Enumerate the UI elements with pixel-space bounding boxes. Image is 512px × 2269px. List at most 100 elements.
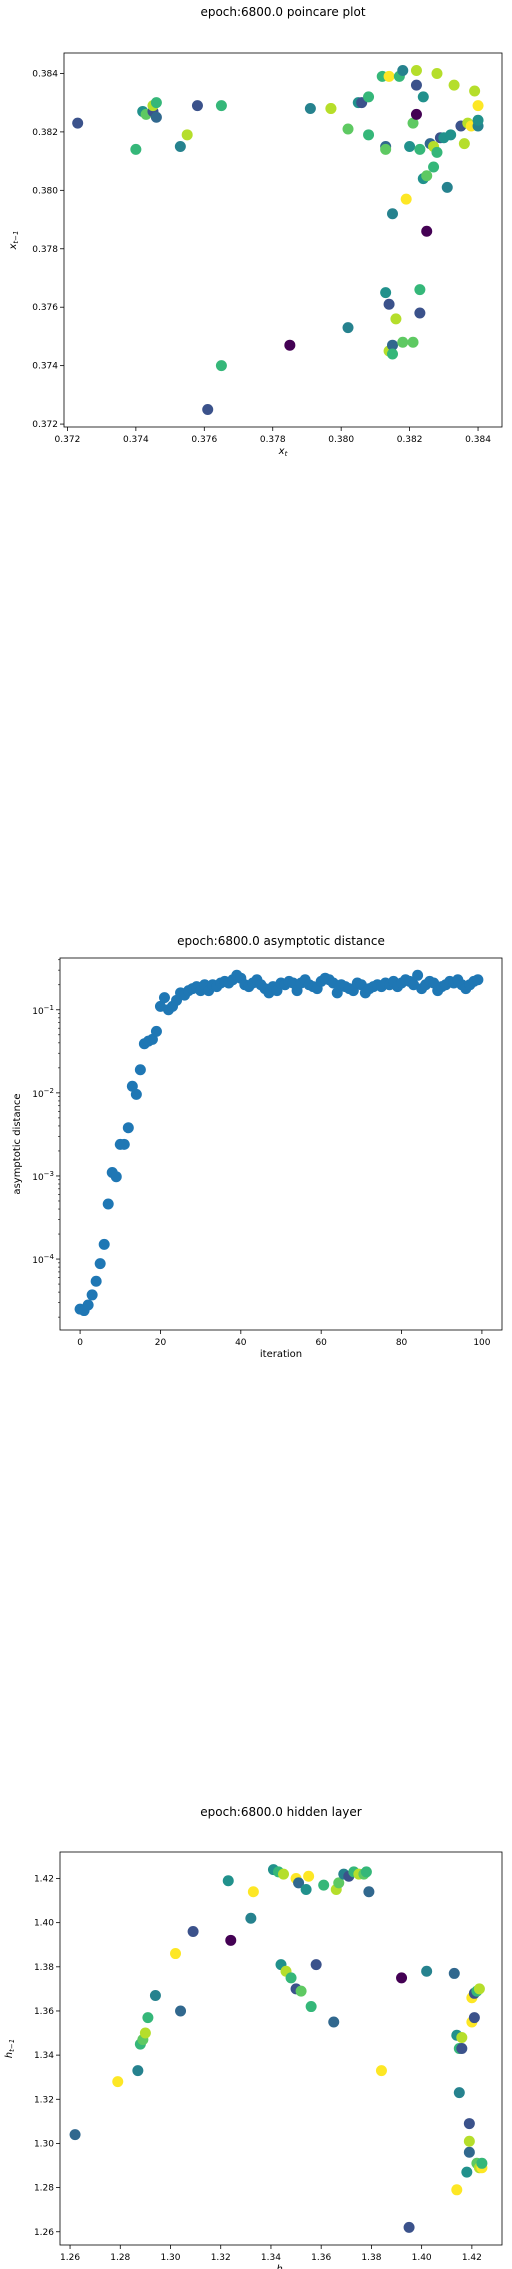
data-point xyxy=(175,2005,187,2017)
data-point xyxy=(383,70,395,82)
data-point xyxy=(122,1122,134,1134)
y-tick-label: 0.378 xyxy=(32,245,58,255)
data-point xyxy=(400,193,412,205)
x-tick-label: 1.32 xyxy=(211,2253,231,2263)
data-point xyxy=(448,79,460,91)
data-point xyxy=(142,2012,154,2024)
data-point xyxy=(150,111,162,123)
data-point xyxy=(456,2043,468,2054)
data-point xyxy=(181,129,193,141)
data-point xyxy=(342,322,354,334)
data-point xyxy=(428,161,440,173)
data-point xyxy=(375,2065,387,2077)
data-point xyxy=(149,1990,161,2002)
data-point xyxy=(360,1866,372,1878)
data-point xyxy=(414,284,426,296)
y-tick-label: 1.32 xyxy=(34,2095,54,2105)
x-tick-label: 1.34 xyxy=(261,2253,281,2263)
data-point xyxy=(461,2166,473,2178)
y-tick-label: 1.30 xyxy=(34,2139,54,2149)
y-tick-label: 1.40 xyxy=(34,1919,54,1929)
data-point xyxy=(410,65,422,77)
y-axis-label: asymptotic distance xyxy=(12,1093,23,1194)
data-point xyxy=(86,1289,98,1301)
data-point xyxy=(421,225,433,237)
data-point xyxy=(469,85,481,97)
x-tick-label: 0 xyxy=(77,1338,83,1348)
data-point xyxy=(278,1868,290,1880)
data-point xyxy=(448,1967,460,1979)
data-point xyxy=(410,108,422,120)
data-point xyxy=(333,1877,345,1889)
y-tick-label: 1.42 xyxy=(34,1874,54,1884)
data-point xyxy=(247,1886,259,1898)
data-point xyxy=(380,287,392,299)
x-tick-label: 1.42 xyxy=(462,2253,482,2263)
data-point xyxy=(174,141,186,152)
data-point xyxy=(170,1948,182,1960)
x-tick-label: 1.40 xyxy=(412,2253,432,2263)
y-tick-label: 0.382 xyxy=(32,128,58,138)
data-point xyxy=(410,79,422,91)
data-point xyxy=(222,1875,234,1887)
data-point xyxy=(215,100,227,112)
data-point xyxy=(414,143,426,155)
data-point xyxy=(310,1959,322,1971)
data-point xyxy=(387,348,398,360)
y-tick-label: 1.38 xyxy=(34,1963,54,1973)
x-tick-label: 0.382 xyxy=(397,435,423,445)
data-point xyxy=(456,2031,468,2043)
y-tick-label: 0.384 xyxy=(32,69,58,79)
data-point xyxy=(110,1171,122,1183)
data-point xyxy=(396,1972,408,1984)
data-point xyxy=(94,1258,106,1270)
y-tick-label: 10−3 xyxy=(32,1170,54,1183)
data-point xyxy=(363,91,375,103)
data-point xyxy=(342,123,354,135)
y-tick-label: 0.376 xyxy=(32,303,58,313)
y-tick-label: 0.374 xyxy=(32,362,58,372)
data-point xyxy=(387,208,398,220)
data-point xyxy=(72,117,84,129)
data-point xyxy=(414,307,426,319)
data-point xyxy=(473,1983,485,1995)
data-point xyxy=(441,181,453,193)
x-tick-label: 40 xyxy=(235,1338,247,1348)
y-tick-label: 0.380 xyxy=(32,186,58,196)
x-tick-label: 0.378 xyxy=(260,435,286,445)
y-axis-label: ht−1 xyxy=(4,2039,16,2058)
data-point xyxy=(363,129,375,141)
x-tick-label: 0.384 xyxy=(465,435,491,445)
data-point xyxy=(139,2027,151,2039)
data-point xyxy=(245,1912,257,1924)
data-point xyxy=(90,1275,102,1287)
data-point xyxy=(387,339,398,351)
data-point xyxy=(404,141,416,152)
data-point xyxy=(463,2135,475,2147)
x-tick-label: 1.26 xyxy=(60,2253,80,2263)
y-tick-label: 1.36 xyxy=(34,2007,54,2017)
x-tick-label: 1.30 xyxy=(160,2253,180,2263)
x-tick-label: 1.28 xyxy=(110,2253,130,2263)
x-tick-label: 0.374 xyxy=(123,435,149,445)
data-point xyxy=(325,103,337,115)
data-point xyxy=(383,298,395,310)
data-point xyxy=(191,100,203,112)
chart-title: epoch:6800.0 poincare plot xyxy=(200,5,365,19)
y-tick-label: 0.372 xyxy=(32,420,58,430)
data-point xyxy=(431,146,443,158)
data-point xyxy=(407,117,419,129)
data-point xyxy=(463,2118,475,2130)
data-point xyxy=(158,992,170,1004)
plot-frame xyxy=(59,957,503,1331)
data-point xyxy=(476,2157,488,2169)
x-tick-label: 100 xyxy=(473,1338,490,1348)
x-tick-label: 0.376 xyxy=(191,435,217,445)
data-point xyxy=(102,1198,114,1210)
data-point xyxy=(417,91,429,103)
x-tick-label: 1.36 xyxy=(311,2253,331,2263)
data-point xyxy=(112,2076,124,2088)
x-tick-label: 60 xyxy=(315,1338,327,1348)
y-tick-label: 1.26 xyxy=(34,2228,54,2238)
